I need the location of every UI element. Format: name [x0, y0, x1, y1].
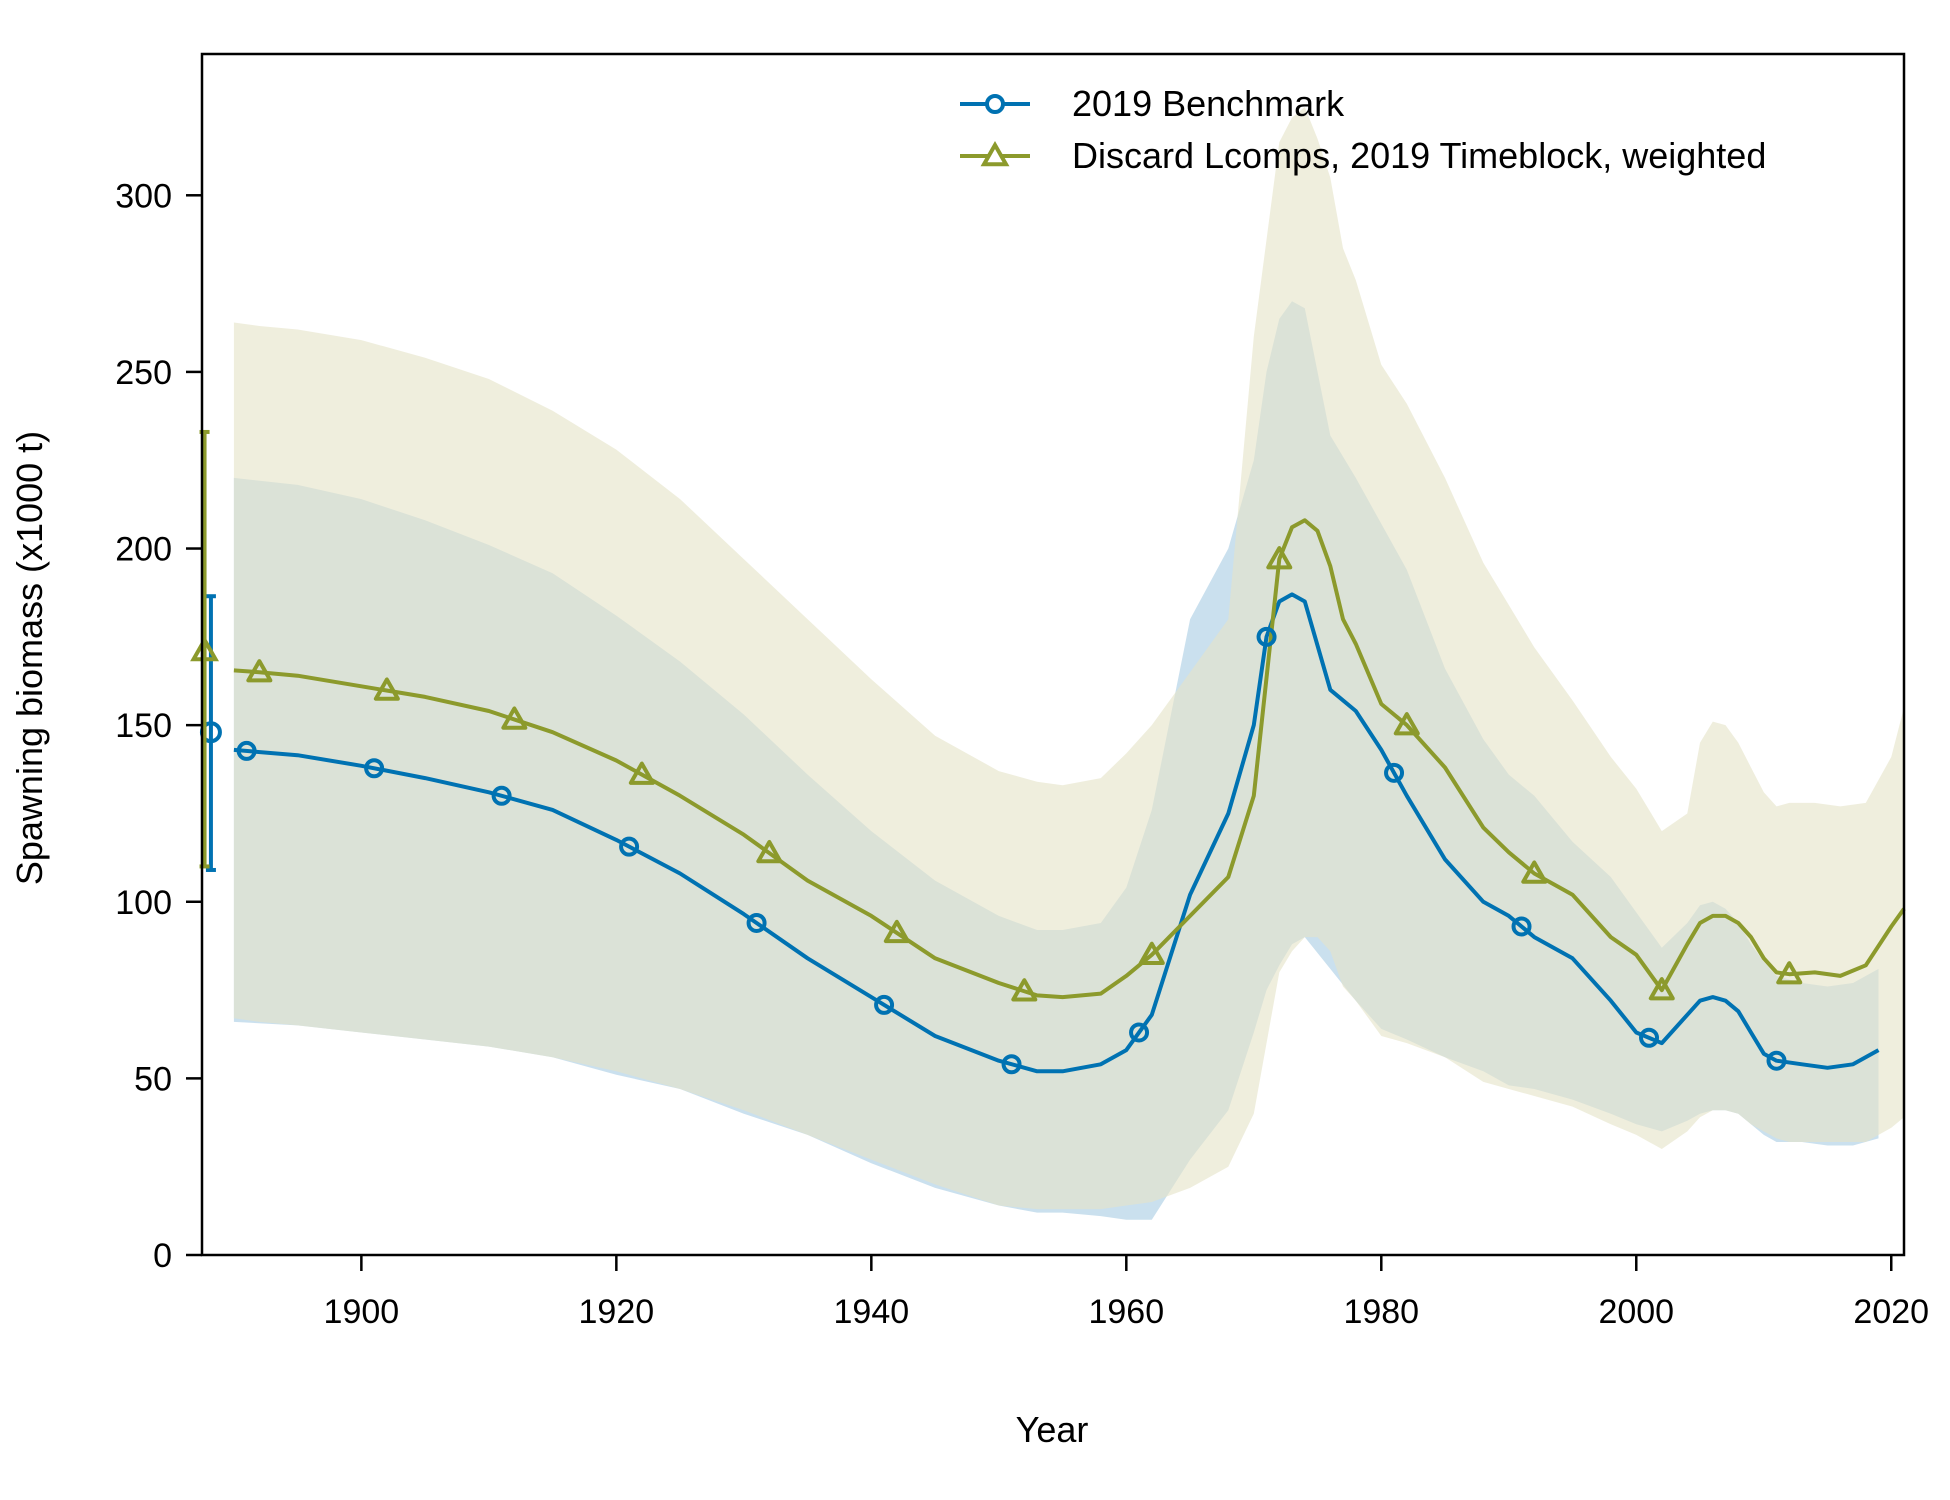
data-point-series-1: [364, 758, 385, 779]
legend-marker-series-2: [980, 140, 1010, 167]
legend-label-series-1: 2019 Benchmark: [1072, 83, 1345, 124]
confidence-band-series-2: [233, 107, 1904, 1210]
x-tick-label: 1960: [1088, 1293, 1164, 1331]
x-tick-label: 1980: [1343, 1293, 1419, 1331]
y-tick-label: 250: [115, 354, 172, 392]
data-point-series-2: [1138, 941, 1165, 965]
data-point-series-1: [1384, 762, 1405, 783]
data-point-series-2: [373, 677, 400, 701]
y-tick-label: 100: [115, 884, 172, 922]
data-point-series-1: [874, 994, 895, 1015]
y-tick-label: 0: [153, 1237, 172, 1275]
data-point-series-1: [619, 836, 640, 857]
data-point-series-1: [236, 740, 257, 761]
data-point-series-2: [1266, 546, 1293, 570]
data-point-series-2: [501, 706, 528, 730]
x-tick-label: 1940: [834, 1293, 910, 1331]
series-markers: [236, 546, 1803, 1075]
data-point-series-1: [1639, 1027, 1660, 1048]
data-point-series-2: [1011, 978, 1038, 1002]
x-tick-label: 1900: [324, 1293, 400, 1331]
x-axis: 1900 1920 1940 1960 1980 2000 2020: [324, 1255, 1929, 1331]
data-point-series-2: [1521, 860, 1548, 884]
y-tick-label: 200: [115, 531, 172, 569]
series-line-series-2: [233, 518, 1906, 1000]
data-point-series-1: [1766, 1050, 1787, 1071]
data-point-series-1: [1001, 1054, 1022, 1075]
plot-frame: [200, 52, 1906, 1257]
x-axis-title: Year: [1016, 1409, 1089, 1450]
data-point-series-2: [756, 840, 783, 864]
x-tick-label: 1920: [579, 1293, 655, 1331]
data-point-series-1: [491, 785, 512, 806]
series-lines: [233, 518, 1906, 1074]
initial-estimates: [190, 429, 222, 872]
data-point-series-2: [1393, 712, 1420, 736]
x-tick-label: 2020: [1853, 1293, 1929, 1331]
data-point-series-1: [746, 912, 767, 933]
series-line-series-1: [233, 592, 1880, 1074]
legend-marker-series-1: [985, 94, 1005, 114]
data-point-series-1: [1256, 626, 1277, 647]
x-tick-label: 2000: [1598, 1293, 1674, 1331]
data-point-series-2: [1648, 977, 1675, 1001]
legend: 2019 Benchmark Discard Lcomps, 2019 Timeb…: [960, 83, 1766, 176]
data-point-series-2: [1776, 961, 1803, 985]
data-point-series-2: [628, 761, 655, 785]
confidence-bands: [233, 107, 1904, 1220]
y-tick-label: 300: [115, 177, 172, 215]
initial-point-series-2: [190, 635, 219, 662]
y-tick-label: 150: [115, 707, 172, 745]
data-point-series-2: [246, 659, 273, 683]
data-point-series-1: [1129, 1022, 1150, 1043]
y-axis-title: Spawning biomass (x1000 t): [9, 431, 50, 885]
y-tick-label: 50: [134, 1060, 172, 1098]
data-point-series-1: [1511, 916, 1532, 937]
y-axis: 0 50 100 150 200 250 300: [115, 177, 202, 1275]
legend-label-series-2: Discard Lcomps, 2019 Timeblock, weighted: [1072, 135, 1766, 176]
data-point-series-2: [883, 919, 910, 944]
